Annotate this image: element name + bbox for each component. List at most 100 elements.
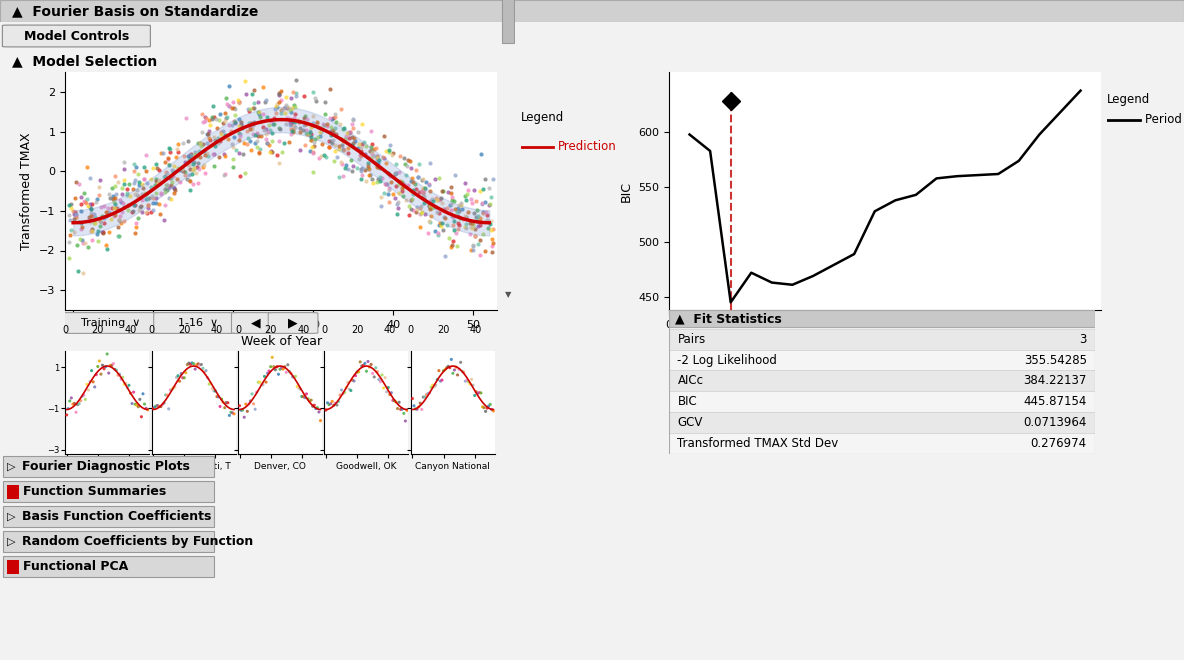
Point [76,394,95,405]
Point [202,140,221,150]
Point [246,129,265,140]
Point [143,163,162,174]
Y-axis label: Transformed TMAX: Transformed TMAX [20,132,33,250]
Point [407,164,426,175]
Point [78,242,97,252]
Point [443,211,462,221]
Point [256,134,275,145]
Point [225,117,244,128]
Point [149,178,168,188]
Point [352,150,371,161]
Point [135,187,154,198]
Point [212,394,231,405]
Point [229,120,247,131]
Point [215,403,234,413]
Point [311,123,330,133]
Point [481,218,500,229]
Point [114,215,133,226]
Point [243,389,262,399]
Point [320,136,339,147]
Point [128,168,147,179]
Point [247,129,266,139]
Point [202,114,221,125]
Point [139,405,157,415]
Point [97,240,116,250]
Point [89,236,108,246]
Bar [669,370,1095,391]
Point [366,362,385,373]
Point [210,138,229,148]
Point [373,173,392,183]
Point [259,119,278,130]
Point [170,376,189,387]
Point [458,185,477,195]
Point [315,150,334,160]
Point [230,401,249,411]
Point [270,364,289,374]
Point [404,177,423,187]
Point [197,365,215,376]
X-axis label: Bristol, TN: Bristol, TN [84,463,130,471]
Point [226,145,245,155]
Point [70,399,89,409]
Point [442,242,461,252]
Point [394,190,413,201]
FancyBboxPatch shape [232,313,282,333]
Point [442,199,461,209]
Point [394,408,413,418]
Point [65,398,84,409]
Point [215,169,234,180]
Point [470,249,489,260]
Point [326,123,345,133]
Point [395,158,414,169]
Point [284,100,303,111]
Point [294,391,313,402]
Point [413,186,432,197]
Point [200,115,219,125]
Point [342,139,361,150]
Point [165,166,184,176]
Point [180,155,199,166]
Text: 20: 20 [437,325,450,335]
Point [414,197,433,208]
Point [390,180,408,190]
Point [335,133,354,144]
Point [417,389,436,400]
Point [371,176,390,186]
Text: ◀: ◀ [251,317,260,329]
Point [59,209,78,220]
Point [449,220,468,230]
Point [133,179,152,189]
Point [343,138,362,148]
Point [127,400,146,411]
Point [217,112,236,122]
Point [160,143,179,154]
Point [386,158,405,169]
Point [443,192,462,203]
Bar [669,391,1095,412]
Text: 20: 20 [91,325,104,335]
Point [367,160,386,170]
Point [285,120,304,131]
Point [391,404,410,414]
Point [275,138,294,148]
Point [368,177,387,187]
Point [426,380,445,391]
Point [159,153,178,164]
Point [335,387,354,398]
Point [172,161,191,172]
Point [166,151,185,162]
Point [84,209,103,219]
Point [356,176,375,186]
Point [237,399,256,409]
Point [320,142,339,152]
Point [475,403,494,413]
Point [245,97,264,108]
FancyBboxPatch shape [57,313,165,333]
Point [384,395,403,406]
Point [126,399,144,409]
Point [448,207,466,218]
Text: ▲  Model Selection: ▲ Model Selection [12,54,157,68]
Point [116,378,135,389]
Point [334,388,353,399]
